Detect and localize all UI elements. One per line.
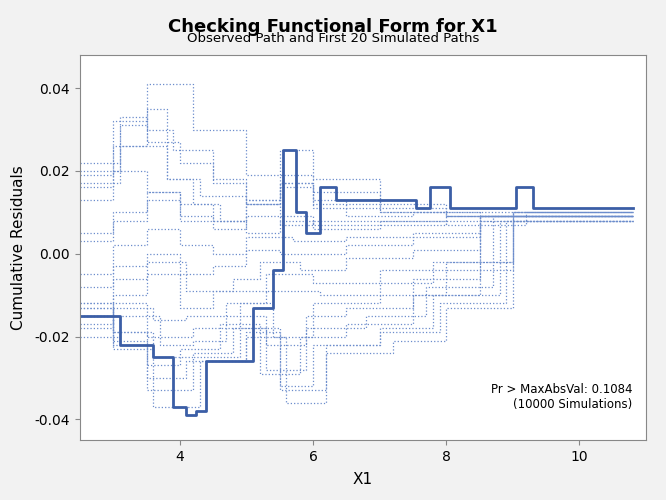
Text: Checking Functional Form for X1: Checking Functional Form for X1: [168, 18, 498, 36]
Text: Observed Path and First 20 Simulated Paths: Observed Path and First 20 Simulated Pat…: [186, 32, 480, 46]
Y-axis label: Cumulative Residuals: Cumulative Residuals: [11, 165, 27, 330]
X-axis label: X1: X1: [353, 472, 373, 487]
Text: Pr > MaxAbsVal: 0.1084
(10000 Simulations): Pr > MaxAbsVal: 0.1084 (10000 Simulation…: [492, 383, 633, 411]
